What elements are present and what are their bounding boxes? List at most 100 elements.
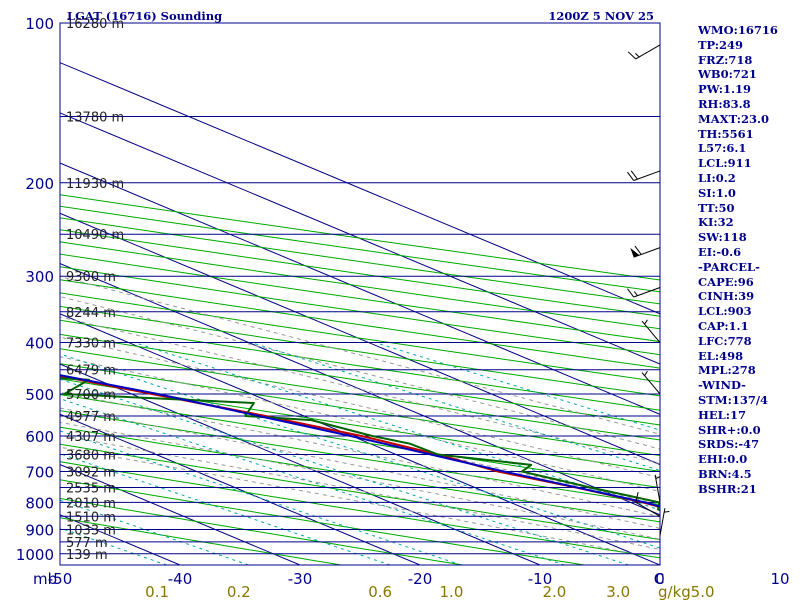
- barb-full-flag: [627, 51, 637, 60]
- barb-pennant: [630, 247, 640, 258]
- dry-adiabat-line: [60, 517, 342, 565]
- dry-adiabat-line: [60, 378, 660, 472]
- dewpoint-line: [60, 377, 660, 512]
- indices-panel: WMO:16716 TP:249 FRZ:718 WB0:721 PW:1.19 RH:8…: [698, 23, 798, 497]
- moist-adiabat-line: [60, 275, 660, 435]
- index-line: LCL:903: [698, 304, 752, 319]
- dry-adiabat-line: [60, 205, 660, 293]
- index-line: CINH:39: [698, 289, 755, 304]
- pressure-tick-label: 100: [25, 15, 54, 33]
- height-label: 4977 m: [66, 410, 116, 425]
- index-line: -PARCEL-: [698, 259, 760, 274]
- pressure-tick-label: 800: [25, 494, 54, 512]
- isotherm-line: [60, 162, 660, 415]
- index-line: EL:498: [698, 348, 744, 363]
- index-line: HEL:17: [698, 407, 746, 422]
- barb-staff: [635, 44, 661, 60]
- height-label: 8244 m: [66, 306, 116, 321]
- pressure-tick-label: 1000: [16, 546, 54, 564]
- dry-adiabat-line: [60, 194, 660, 281]
- index-line: SHR+:0.0: [698, 422, 761, 437]
- temperature-line: [60, 375, 660, 509]
- wind-barb: [627, 44, 661, 60]
- mixing-ratio-line: [60, 453, 391, 565]
- isotherm-line: [60, 212, 660, 466]
- parcel-line: [60, 374, 660, 508]
- temperature-tick-label: -50: [48, 570, 73, 588]
- index-line: SW:118: [698, 230, 747, 245]
- wind-barb: [641, 370, 661, 395]
- mixing-ratio-line: [375, 342, 660, 431]
- mixing-ratio-unit-label: g/kg: [658, 583, 691, 600]
- barb-staff: [659, 508, 666, 536]
- isotherm-line: [60, 313, 660, 565]
- mixing-ratio-label: 2.0: [542, 583, 566, 600]
- valid-time: 1200Z 5 NOV 25: [548, 9, 654, 23]
- mixing-ratio-label: 0.6: [368, 583, 392, 600]
- index-line: PW:1.19: [698, 82, 752, 97]
- pressure-tick-label: 900: [25, 521, 54, 539]
- moist-adiabat-line: [60, 434, 660, 550]
- index-line: L57:6.1: [698, 141, 747, 156]
- index-line: FRZ:718: [698, 52, 753, 67]
- moist-adiabat-line: [60, 446, 634, 555]
- wind-barb: [630, 245, 661, 258]
- index-line: BSHR:21: [698, 481, 757, 496]
- index-line: SI:1.0: [698, 185, 736, 200]
- height-label: 3680 m: [66, 448, 116, 463]
- barb-half-flag: [635, 53, 640, 58]
- index-line: TP:249: [698, 37, 744, 52]
- barb-half-flag: [644, 319, 648, 325]
- mixing-ratio-line: [60, 430, 462, 565]
- mixing-ratio-line: [134, 342, 660, 511]
- moist-adiabat-line: [60, 407, 660, 529]
- height-label: 1510 m: [66, 510, 116, 525]
- height-label: 11930 m: [66, 177, 124, 192]
- barb-half-flag: [644, 370, 648, 376]
- index-line: BRN:4.5: [698, 466, 752, 481]
- index-line: TT:50: [698, 200, 735, 215]
- barb-staff: [633, 170, 661, 181]
- temperature-tick-label: C: [654, 570, 664, 588]
- mixing-ratio-label: 1.0: [440, 583, 464, 600]
- pressure-tick-label: 300: [25, 268, 54, 286]
- index-line: CAPE:96: [698, 274, 754, 289]
- index-line: EI:-0.6: [698, 244, 742, 259]
- pressure-tick-label: 400: [25, 335, 54, 353]
- dry-adiabat-line: [60, 497, 463, 565]
- mixing-ratio-label: 3.0: [606, 583, 630, 600]
- pressure-unit-label: mb: [33, 570, 57, 588]
- temperature-tick-label: -30: [288, 570, 313, 588]
- barb-staff: [635, 501, 661, 517]
- height-label: 16280 m: [66, 17, 124, 32]
- mixing-ratio-line: [60, 398, 565, 565]
- index-line: TH:5561: [698, 126, 754, 141]
- isotherm-line: [60, 263, 660, 516]
- pressure-tick-label: 500: [25, 386, 54, 404]
- barb-staff: [641, 320, 661, 343]
- wind-barb: [627, 170, 661, 181]
- index-line: STM:137/4: [698, 392, 769, 407]
- index-line: -WIND-: [698, 378, 746, 393]
- height-label: 5700 m: [66, 388, 116, 403]
- height-label: 3092 m: [66, 466, 116, 481]
- index-line: MAXT:23.0: [698, 111, 769, 126]
- dry-adiabat-line: [60, 229, 660, 317]
- temperature-tick-label: 0: [655, 570, 665, 588]
- moist-adiabat-line: [60, 421, 660, 540]
- index-line: KI:32: [698, 215, 734, 230]
- barb-full-flag: [627, 288, 635, 298]
- isotherm-line: [60, 363, 541, 565]
- index-line: RH:83.8: [698, 96, 751, 111]
- isotherm-line: [60, 62, 660, 315]
- barb-staff: [633, 287, 661, 298]
- pressure-tick-label: 200: [25, 175, 54, 193]
- dry-adiabat-line: [60, 394, 660, 489]
- dry-adiabat-line: [60, 217, 660, 305]
- dry-adiabat-line: [60, 461, 660, 559]
- height-label: 9300 m: [66, 270, 116, 285]
- index-line: EHI:0.0: [698, 452, 748, 467]
- wind-barb: [659, 508, 670, 536]
